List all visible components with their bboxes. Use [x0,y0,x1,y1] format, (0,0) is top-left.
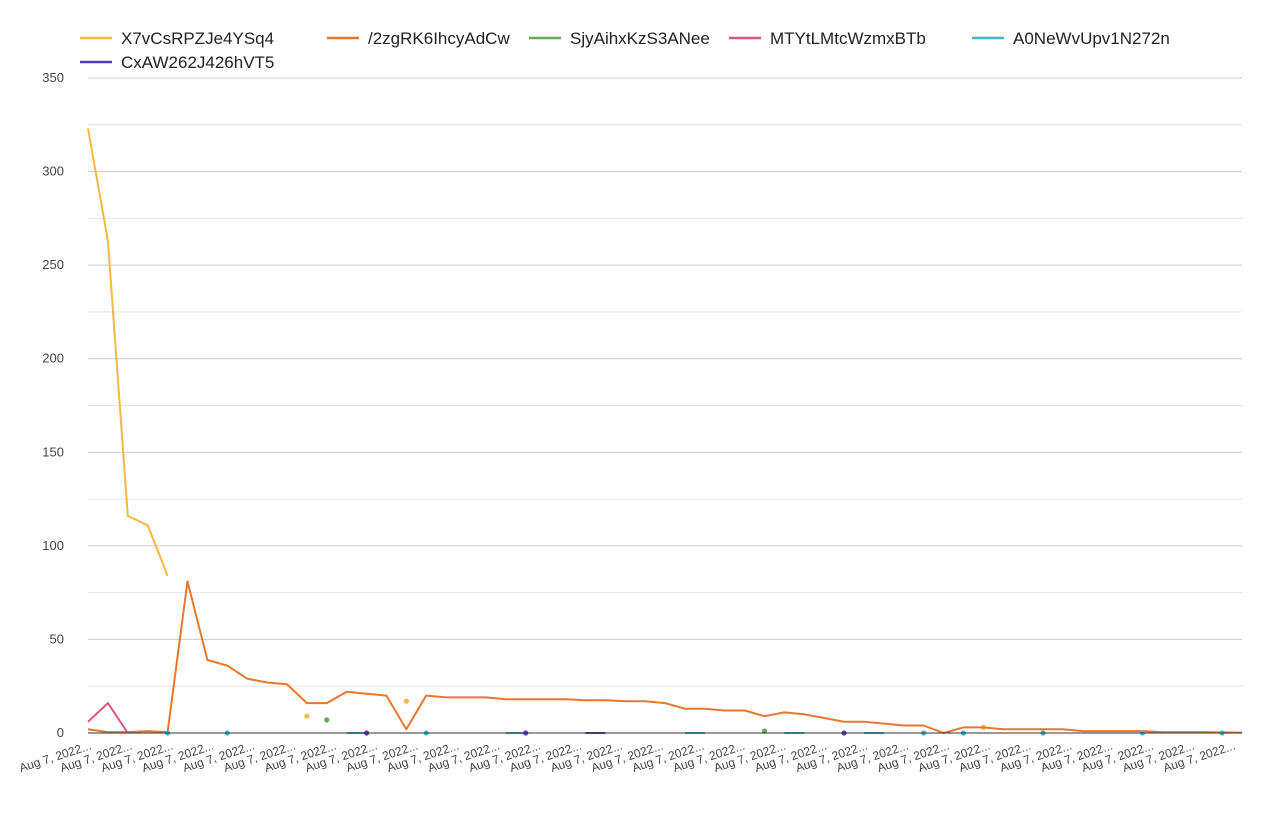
series-2 [324,717,768,734]
legend-item: SjyAihxKzS3ANee [529,29,710,48]
series-0 [87,128,986,730]
data-point [324,717,330,723]
data-point [403,698,409,704]
y-tick-label: 350 [42,70,64,85]
series-lines [87,128,1243,736]
y-tick-label: 150 [42,444,64,459]
legend-label: SjyAihxKzS3ANee [570,29,710,48]
data-point [761,728,768,734]
x-axis-ticks: Aug 7, 2022...Aug 7, 2022...Aug 7, 2022.… [18,739,1237,775]
series-3 [87,702,129,734]
y-axis-ticks: 0 50 100 150 200 250 300 350 [42,70,64,740]
series-line [87,128,169,577]
legend-label: A0NeWvUpv1N272n [1013,29,1170,48]
y-tick-label: 0 [57,725,64,740]
legend-item: A0NeWvUpv1N272n [972,29,1170,48]
y-tick-label: 50 [50,631,64,646]
legend-label: CxAW262J426hVT5 [121,53,274,72]
series-line [87,702,129,734]
legend-label: MTYtLMtcWzmxBTb [770,29,926,48]
y-tick-label: 100 [42,538,64,553]
legend-item: MTYtLMtcWzmxBTb [729,29,926,48]
legend-label: /2zgRK6IhcyAdCw [368,29,510,48]
gridlines [88,77,1242,687]
legend-item: /2zgRK6IhcyAdCw [327,29,510,48]
legend-item: CxAW262J426hVT5 [80,53,274,72]
series-line [87,580,1243,734]
y-tick-label: 300 [42,164,64,179]
legend-label: X7vCsRPZJe4YSq4 [121,29,274,48]
data-point [304,713,310,719]
series-1 [87,580,1243,734]
y-tick-label: 200 [42,351,64,366]
legend-item: X7vCsRPZJe4YSq4 [80,29,274,48]
y-tick-label: 250 [42,257,64,272]
legend: X7vCsRPZJe4YSq4/2zgRK6IhcyAdCw SjyAihxKzS… [80,29,1170,72]
